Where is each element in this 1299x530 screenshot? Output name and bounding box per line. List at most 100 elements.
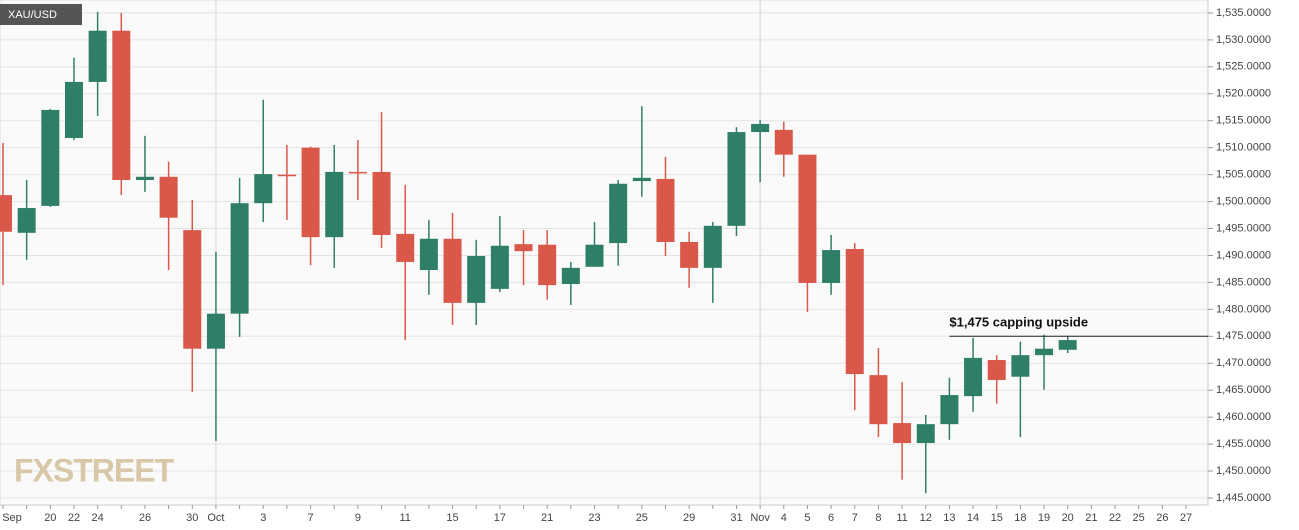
- candle-body: [751, 123, 770, 133]
- x-tick-label: Oct: [207, 512, 224, 524]
- x-tick-label: 19: [1038, 512, 1050, 524]
- candle-body: [680, 241, 699, 268]
- x-tick-label: 20: [44, 512, 56, 524]
- x-tick-label: 6: [828, 512, 834, 524]
- candle-body: [987, 360, 1006, 380]
- candle-body: [17, 208, 36, 233]
- candle-body: [561, 267, 580, 285]
- x-tick-label: 12: [920, 512, 932, 524]
- y-tick-label: 1,515.0000: [1216, 115, 1271, 127]
- x-tick-label: 7: [308, 512, 314, 524]
- x-tick-label: 21: [1085, 512, 1097, 524]
- candle-body: [940, 395, 959, 425]
- x-tick-label: 21: [541, 512, 553, 524]
- candle-body: [916, 424, 935, 444]
- x-tick-label: 27: [1180, 512, 1192, 524]
- candle-body: [183, 230, 202, 349]
- candle-body: [277, 174, 296, 177]
- candle-body: [112, 30, 131, 181]
- candle-body: [774, 129, 793, 155]
- candle-body: [396, 233, 415, 262]
- candle-body: [64, 81, 83, 138]
- y-tick-label: 1,460.0000: [1216, 411, 1271, 423]
- x-tick-label: Sep: [2, 512, 22, 524]
- x-tick-label: 22: [68, 512, 80, 524]
- x-tick-label: 15: [991, 512, 1003, 524]
- x-tick-label: 15: [446, 512, 458, 524]
- y-tick-label: 1,535.0000: [1216, 7, 1271, 19]
- x-tick-label: 30: [186, 512, 198, 524]
- x-tick-label: 11: [896, 512, 907, 524]
- x-tick-label: 11: [400, 512, 411, 524]
- x-tick-label: 3: [260, 512, 266, 524]
- candle-body: [230, 203, 249, 314]
- grid: [0, 0, 1208, 505]
- candle-body: [538, 244, 557, 286]
- candle-body: [372, 171, 391, 235]
- y-tick-label: 1,505.0000: [1216, 169, 1271, 181]
- annotation-text: $1,475 capping upside: [949, 315, 1088, 330]
- candle-body: [845, 248, 864, 375]
- candle-body: [348, 171, 367, 174]
- candle-body: [1011, 355, 1030, 377]
- candle-body: [467, 256, 486, 303]
- x-tick-label: 29: [683, 512, 695, 524]
- candle-body: [443, 238, 462, 303]
- candle-body: [490, 245, 509, 289]
- x-tick-label: 22: [1109, 512, 1121, 524]
- x-tick-label: 26: [1156, 512, 1168, 524]
- y-tick-label: 1,445.0000: [1216, 492, 1271, 504]
- chart-title: XAU/USD: [8, 9, 57, 21]
- candle-body: [585, 244, 604, 267]
- candle-body: [88, 30, 107, 82]
- x-tick-label: 4: [781, 512, 787, 524]
- candle-body: [703, 225, 722, 268]
- x-tick-label: 9: [355, 512, 361, 524]
- y-tick-label: 1,495.0000: [1216, 222, 1271, 234]
- candle-body: [301, 147, 320, 238]
- x-tick-label: 25: [636, 512, 648, 524]
- candle-body: [135, 176, 154, 181]
- y-tick-label: 1,475.0000: [1216, 330, 1271, 342]
- x-tick-label: 31: [730, 512, 742, 524]
- x-tick-label: 20: [1062, 512, 1074, 524]
- y-tick-label: 1,490.0000: [1216, 249, 1271, 261]
- candle-body: [206, 313, 225, 349]
- candle-body: [798, 154, 817, 283]
- candle-body: [419, 238, 438, 271]
- candle-body: [514, 244, 533, 252]
- candle-body: [1035, 348, 1054, 356]
- candle-body: [632, 177, 651, 182]
- x-tick-label: 18: [1014, 512, 1026, 524]
- y-tick-label: 1,465.0000: [1216, 384, 1271, 396]
- candle-body: [0, 195, 12, 232]
- watermark: FXSTREET: [14, 452, 175, 488]
- y-tick-label: 1,520.0000: [1216, 88, 1271, 100]
- candle-body: [325, 171, 344, 238]
- candle-body: [964, 357, 983, 397]
- y-tick-label: 1,485.0000: [1216, 276, 1271, 288]
- candle-body: [609, 183, 628, 244]
- candle-body: [159, 176, 178, 218]
- x-tick-label: 26: [139, 512, 151, 524]
- plot-area: [0, 0, 1209, 506]
- candle-body: [822, 250, 841, 283]
- candle-body: [656, 178, 675, 242]
- candle-body: [869, 375, 888, 425]
- candle-body: [727, 132, 746, 226]
- x-tick-label: 5: [804, 512, 810, 524]
- x-tick-label: 7: [852, 512, 858, 524]
- x-tick-label: 17: [494, 512, 506, 524]
- x-tick-label: 24: [92, 512, 104, 524]
- y-tick-label: 1,525.0000: [1216, 61, 1271, 73]
- x-tick-label: 23: [588, 512, 600, 524]
- x-tick-label: 13: [943, 512, 955, 524]
- candles: [0, 11, 1077, 494]
- candle-body: [893, 423, 912, 444]
- y-tick-label: 1,530.0000: [1216, 34, 1271, 46]
- x-tick-label: 14: [967, 512, 979, 524]
- candle-body: [254, 174, 273, 204]
- y-tick-label: 1,500.0000: [1216, 195, 1271, 207]
- y-tick-label: 1,450.0000: [1216, 465, 1271, 477]
